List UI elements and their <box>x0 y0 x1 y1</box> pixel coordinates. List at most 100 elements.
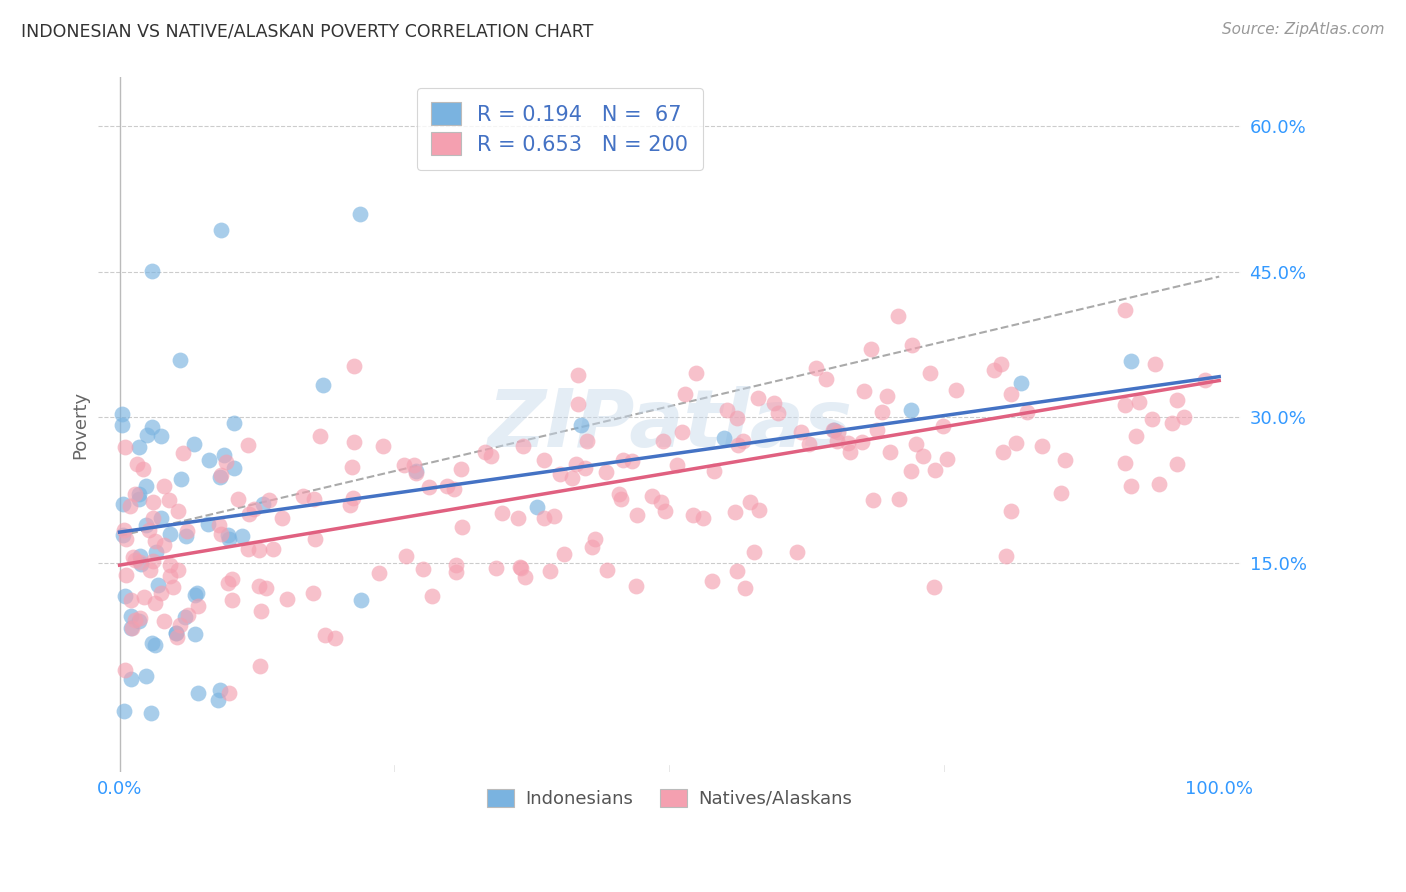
Point <box>576 434 599 448</box>
Point <box>114 590 136 604</box>
Point <box>612 452 634 467</box>
Point <box>624 579 647 593</box>
Point <box>762 396 785 410</box>
Point <box>218 686 240 700</box>
Point <box>1114 303 1136 318</box>
Point <box>526 500 548 515</box>
Point <box>187 599 209 613</box>
Point <box>983 363 1005 377</box>
Point <box>685 366 707 380</box>
Point <box>141 264 163 278</box>
Point <box>823 423 845 437</box>
Point <box>825 434 848 449</box>
Point <box>394 458 416 472</box>
Point <box>804 361 827 376</box>
Point <box>215 455 238 469</box>
Point <box>134 590 156 604</box>
Point <box>114 664 136 678</box>
Point <box>238 507 260 521</box>
Point <box>879 445 901 459</box>
Point <box>160 780 183 795</box>
Point <box>827 425 849 439</box>
Point <box>790 425 813 440</box>
Point <box>574 461 596 475</box>
Point <box>515 569 537 583</box>
Point <box>1114 457 1136 471</box>
Point <box>218 532 240 546</box>
Point <box>152 615 174 629</box>
Point <box>250 604 273 618</box>
Point <box>350 593 373 607</box>
Point <box>1000 504 1022 518</box>
Point <box>323 632 346 646</box>
Point <box>148 578 170 592</box>
Point <box>509 561 531 575</box>
Point <box>922 580 945 594</box>
Point <box>112 705 135 719</box>
Point <box>479 449 502 463</box>
Point <box>1173 410 1195 425</box>
Point <box>149 511 172 525</box>
Point <box>127 457 149 471</box>
Point <box>111 528 134 542</box>
Point <box>222 461 245 475</box>
Point <box>111 497 134 511</box>
Point <box>682 508 704 523</box>
Point <box>129 555 152 569</box>
Point <box>420 589 443 603</box>
Point <box>786 544 808 558</box>
Point <box>533 510 555 524</box>
Point <box>716 403 738 417</box>
Point <box>124 486 146 500</box>
Point <box>121 621 143 635</box>
Point <box>226 491 249 506</box>
Point <box>918 366 941 380</box>
Point <box>1005 435 1028 450</box>
Point <box>596 563 619 577</box>
Point <box>139 563 162 577</box>
Point <box>247 579 270 593</box>
Point <box>904 436 927 450</box>
Point <box>725 410 748 425</box>
Point <box>149 586 172 600</box>
Point <box>172 446 194 460</box>
Point <box>595 465 617 479</box>
Point <box>198 453 221 467</box>
Point <box>1166 458 1188 472</box>
Point <box>404 458 426 472</box>
Point <box>222 417 245 431</box>
Point <box>128 549 150 563</box>
Point <box>1015 405 1038 419</box>
Point <box>186 585 208 599</box>
Point <box>654 504 676 518</box>
Point <box>191 873 214 888</box>
Point <box>159 558 181 572</box>
Point <box>135 517 157 532</box>
Point <box>312 378 335 392</box>
Point <box>935 452 957 467</box>
Point <box>208 470 231 484</box>
Point <box>1054 452 1077 467</box>
Point <box>122 549 145 564</box>
Point <box>862 493 884 508</box>
Point <box>731 434 754 448</box>
Point <box>221 592 243 607</box>
Point <box>209 682 232 697</box>
Point <box>610 491 633 506</box>
Point <box>444 558 467 573</box>
Point <box>209 223 232 237</box>
Point <box>339 498 361 512</box>
Point <box>120 609 142 624</box>
Point <box>166 630 188 644</box>
Point <box>924 463 946 477</box>
Point <box>124 552 146 566</box>
Point <box>143 596 166 610</box>
Point <box>129 557 152 571</box>
Point <box>209 526 232 541</box>
Point <box>626 508 648 522</box>
Point <box>128 440 150 454</box>
Point <box>145 545 167 559</box>
Point <box>197 516 219 531</box>
Point <box>742 545 765 559</box>
Point <box>114 533 136 547</box>
